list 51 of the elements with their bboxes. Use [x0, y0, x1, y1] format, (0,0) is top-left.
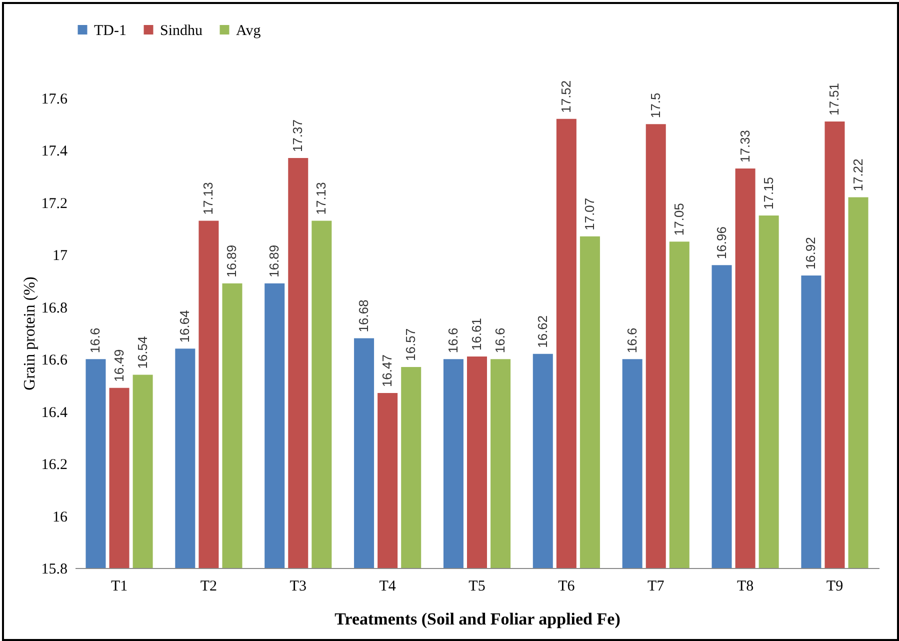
- data-label: 16.49: [111, 349, 126, 382]
- x-axis-title: Treatments (Soil and Foliar applied Fe): [334, 610, 620, 628]
- y-tick-label: 16: [52, 509, 68, 526]
- data-label: 16.62: [534, 315, 550, 348]
- data-label: 17.07: [582, 198, 597, 230]
- y-tick-label: 16.2: [41, 457, 68, 474]
- data-label: 16.68: [356, 300, 372, 332]
- x-tick-label: T5: [468, 578, 486, 594]
- data-label: 16.57: [403, 328, 418, 361]
- x-tick-label: T1: [110, 578, 128, 594]
- x-tick-label: T8: [736, 578, 754, 594]
- data-label: 17.13: [314, 182, 329, 215]
- data-label: 16.54: [134, 336, 150, 369]
- data-label: 17.05: [671, 203, 686, 236]
- data-label: 17.22: [850, 158, 866, 192]
- data-label: 17.33: [737, 130, 752, 162]
- x-tick-label: T7: [648, 578, 665, 594]
- y-tick-label: 17: [52, 248, 68, 264]
- data-label: 16.89: [224, 244, 240, 278]
- y-tick-label: 16.8: [41, 300, 68, 316]
- data-label: 16.6: [88, 328, 103, 354]
- x-tick-label: T6: [558, 578, 576, 594]
- y-tick-label: 17.2: [41, 196, 68, 212]
- y-tick-label: 15.8: [41, 562, 68, 578]
- x-tick-label: T2: [200, 578, 218, 594]
- data-label: 17.51: [826, 82, 842, 116]
- legend-label: Sindhu: [160, 22, 204, 39]
- data-label: 16.64: [177, 310, 192, 343]
- data-label: 16.6: [445, 328, 460, 354]
- x-tick-label: T4: [379, 578, 396, 594]
- data-label: 16.96: [714, 226, 729, 260]
- data-label: 17.15: [760, 176, 776, 210]
- y-axis-title: Grain protein (%): [21, 276, 38, 390]
- data-label: 16.6: [624, 328, 640, 354]
- x-tick-label: T9: [826, 578, 844, 594]
- data-label: 16.47: [380, 354, 395, 388]
- data-label: 16.6: [492, 328, 508, 354]
- data-label: 16.61: [469, 318, 484, 350]
- data-label: 17.13: [200, 182, 216, 215]
- x-tick-label: T3: [290, 578, 306, 594]
- legend-label: Avg: [236, 22, 262, 39]
- y-tick-label: 17.6: [41, 92, 68, 108]
- data-label: 17.52: [558, 80, 574, 113]
- y-tick-label: 16.4: [41, 404, 68, 421]
- data-label: 16.92: [803, 237, 818, 270]
- data-label: 16.89: [266, 244, 282, 278]
- y-tick-label: 17.4: [41, 144, 68, 160]
- legend-label: TD-1: [94, 22, 126, 39]
- data-label: 17.5: [648, 92, 663, 118]
- y-tick-label: 16.6: [41, 352, 68, 369]
- data-label: 17.37: [290, 120, 306, 152]
